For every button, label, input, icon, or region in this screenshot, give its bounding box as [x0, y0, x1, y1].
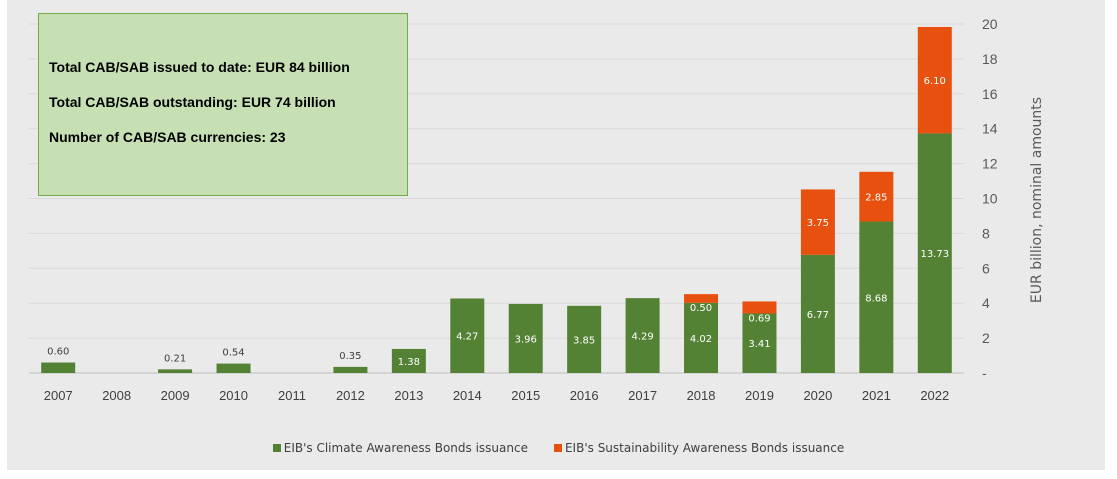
x-tick-label: 2020 — [803, 388, 832, 403]
data-label-cab: 1.38 — [398, 357, 420, 368]
x-tick-label: 2007 — [44, 388, 73, 403]
legend-item-sab: EIB's Sustainability Awareness Bonds iss… — [553, 440, 845, 456]
y-tick-label: 18 — [982, 51, 998, 67]
data-label-cab: 13.73 — [920, 249, 949, 260]
info-currencies: Number of CAB/SAB currencies: 23 — [49, 129, 286, 145]
bar-sab — [742, 301, 777, 314]
y-tick-label: - — [982, 365, 987, 381]
data-label-cab: 0.60 — [47, 347, 69, 358]
data-label-cab: 3.85 — [573, 335, 595, 346]
info-box: Total CAB/SAB issued to date: EUR 84 bil… — [38, 13, 408, 196]
legend: EIB's Climate Awareness Bonds issuance E… — [0, 440, 1117, 456]
data-label-cab: 0.35 — [339, 351, 361, 362]
info-total-issued: Total CAB/SAB issued to date: EUR 84 bil… — [49, 59, 350, 75]
x-tick-label: 2021 — [862, 388, 891, 403]
bar-sab — [917, 26, 952, 134]
bar-cab — [917, 133, 952, 373]
bar-cab — [800, 254, 835, 373]
x-tick-label: 2012 — [336, 388, 365, 403]
y-tick-label: 10 — [982, 191, 998, 207]
data-label-cab: 0.21 — [164, 353, 186, 364]
y-tick-label: 4 — [982, 295, 990, 311]
data-label-cab: 0.54 — [222, 348, 244, 359]
legend-swatch-cab — [272, 444, 281, 452]
x-tick-label: 2022 — [920, 388, 949, 403]
bar-cab — [216, 363, 251, 373]
y-tick-label: 16 — [982, 86, 998, 102]
bar-cab — [625, 298, 660, 373]
data-label-cab: 6.77 — [807, 310, 829, 321]
data-label-cab: 4.02 — [690, 334, 712, 345]
bar-cab — [508, 303, 543, 373]
x-tick-label: 2014 — [453, 388, 482, 403]
data-label-sab: 0.50 — [690, 303, 712, 314]
bar-cab — [158, 369, 193, 373]
y-tick-label: 8 — [982, 225, 990, 241]
data-label-cab: 4.29 — [631, 332, 653, 343]
x-tick-label: 2017 — [628, 388, 657, 403]
x-tick-label: 2010 — [219, 388, 248, 403]
y-tick-label: 2 — [982, 330, 990, 346]
y-tick-label: 6 — [982, 260, 990, 276]
x-tick-label: 2016 — [570, 388, 599, 403]
bar-cab — [41, 362, 76, 373]
data-label-cab: 3.96 — [515, 334, 537, 345]
data-label-cab: 8.68 — [865, 293, 887, 304]
data-label-sab: 2.85 — [865, 193, 887, 204]
info-total-outstanding: Total CAB/SAB outstanding: EUR 74 billio… — [49, 94, 336, 110]
bar-cab — [450, 298, 485, 373]
x-tick-label: 2008 — [102, 388, 131, 403]
bar-cab — [684, 302, 719, 373]
legend-swatch-sab — [553, 444, 562, 452]
x-tick-label: 2019 — [745, 388, 774, 403]
x-tick-label: 2009 — [161, 388, 190, 403]
x-tick-label: 2013 — [394, 388, 423, 403]
bar-cab — [859, 221, 894, 373]
x-tick-label: 2011 — [278, 388, 306, 403]
bar-cab — [391, 348, 426, 373]
y-tick-label: 14 — [982, 121, 998, 137]
legend-label-cab: EIB's Climate Awareness Bonds issuance — [283, 441, 528, 455]
data-label-sab: 3.75 — [807, 218, 829, 229]
legend-item-cab: EIB's Climate Awareness Bonds issuance — [272, 440, 528, 456]
bar-cab — [333, 366, 368, 373]
y-tick-label: 20 — [982, 16, 998, 32]
x-tick-label: 2018 — [687, 388, 716, 403]
y-tick-label: 12 — [982, 156, 998, 172]
bar-cab — [742, 313, 777, 373]
data-label-sab: 0.69 — [748, 313, 770, 324]
bar-sab — [859, 171, 894, 222]
data-label-sab: 6.10 — [924, 76, 946, 87]
y-axis-label: EUR billion, nominal amounts — [1029, 96, 1045, 304]
bar-cab — [567, 305, 602, 373]
legend-label-sab: EIB's Sustainability Awareness Bonds iss… — [564, 441, 845, 455]
data-label-cab: 3.41 — [748, 339, 770, 350]
bar-sab — [684, 294, 719, 303]
x-tick-label: 2015 — [511, 388, 540, 403]
bar-sab — [800, 189, 835, 255]
data-label-cab: 4.27 — [456, 332, 478, 343]
